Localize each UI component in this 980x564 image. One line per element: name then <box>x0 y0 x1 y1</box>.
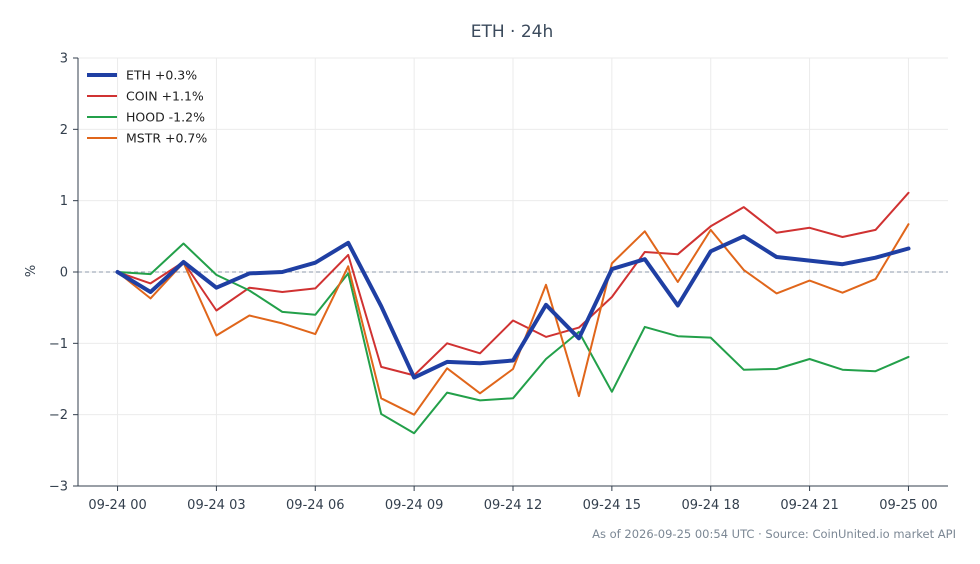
series-line-hood <box>116 242 910 435</box>
legend-label-mstr: MSTR +0.7% <box>126 131 207 146</box>
y-tick-label: −2 <box>49 408 68 423</box>
y-tick-label: −3 <box>49 480 68 495</box>
legend-label-eth: ETH +0.3% <box>126 68 197 83</box>
legend-label-coin: COIN +1.1% <box>126 89 204 104</box>
x-tick-label: 09-25 00 <box>879 498 937 513</box>
x-tick-label: 09-24 09 <box>385 498 443 513</box>
axes: 09-24 00 09-24 03 09-24 06 09-24 09 09-24 12… <box>49 52 948 513</box>
series-line-mstr <box>116 223 910 416</box>
series-line-coin <box>116 191 910 377</box>
x-tick-label: 09-24 12 <box>484 498 542 513</box>
series-lines <box>115 191 911 435</box>
x-tick-label: 09-24 03 <box>187 498 245 513</box>
x-tick-label: 09-24 21 <box>780 498 838 513</box>
legend: ETH +0.3% COIN +1.1% HOOD -1.2% MSTR +0.7% <box>87 68 207 146</box>
series-line-eth <box>115 234 911 380</box>
y-tick-label: 3 <box>60 52 68 67</box>
legend-label-hood: HOOD -1.2% <box>126 110 205 125</box>
source-footer: As of 2026-09-25 00:54 UTC · Source: Coi… <box>592 527 956 541</box>
chart-title: ETH · 24h <box>471 22 554 42</box>
x-tick-label: 09-24 18 <box>682 498 740 513</box>
x-tick-label: 09-24 15 <box>583 498 641 513</box>
y-tick-label: 2 <box>60 123 68 138</box>
y-axis-label: % <box>24 265 39 277</box>
x-tick-label: 09-24 00 <box>88 498 146 513</box>
y-tick-label: −1 <box>49 337 68 352</box>
x-tick-label: 09-24 06 <box>286 498 344 513</box>
y-tick-label: 0 <box>60 266 68 281</box>
y-tick-label: 1 <box>60 194 68 209</box>
